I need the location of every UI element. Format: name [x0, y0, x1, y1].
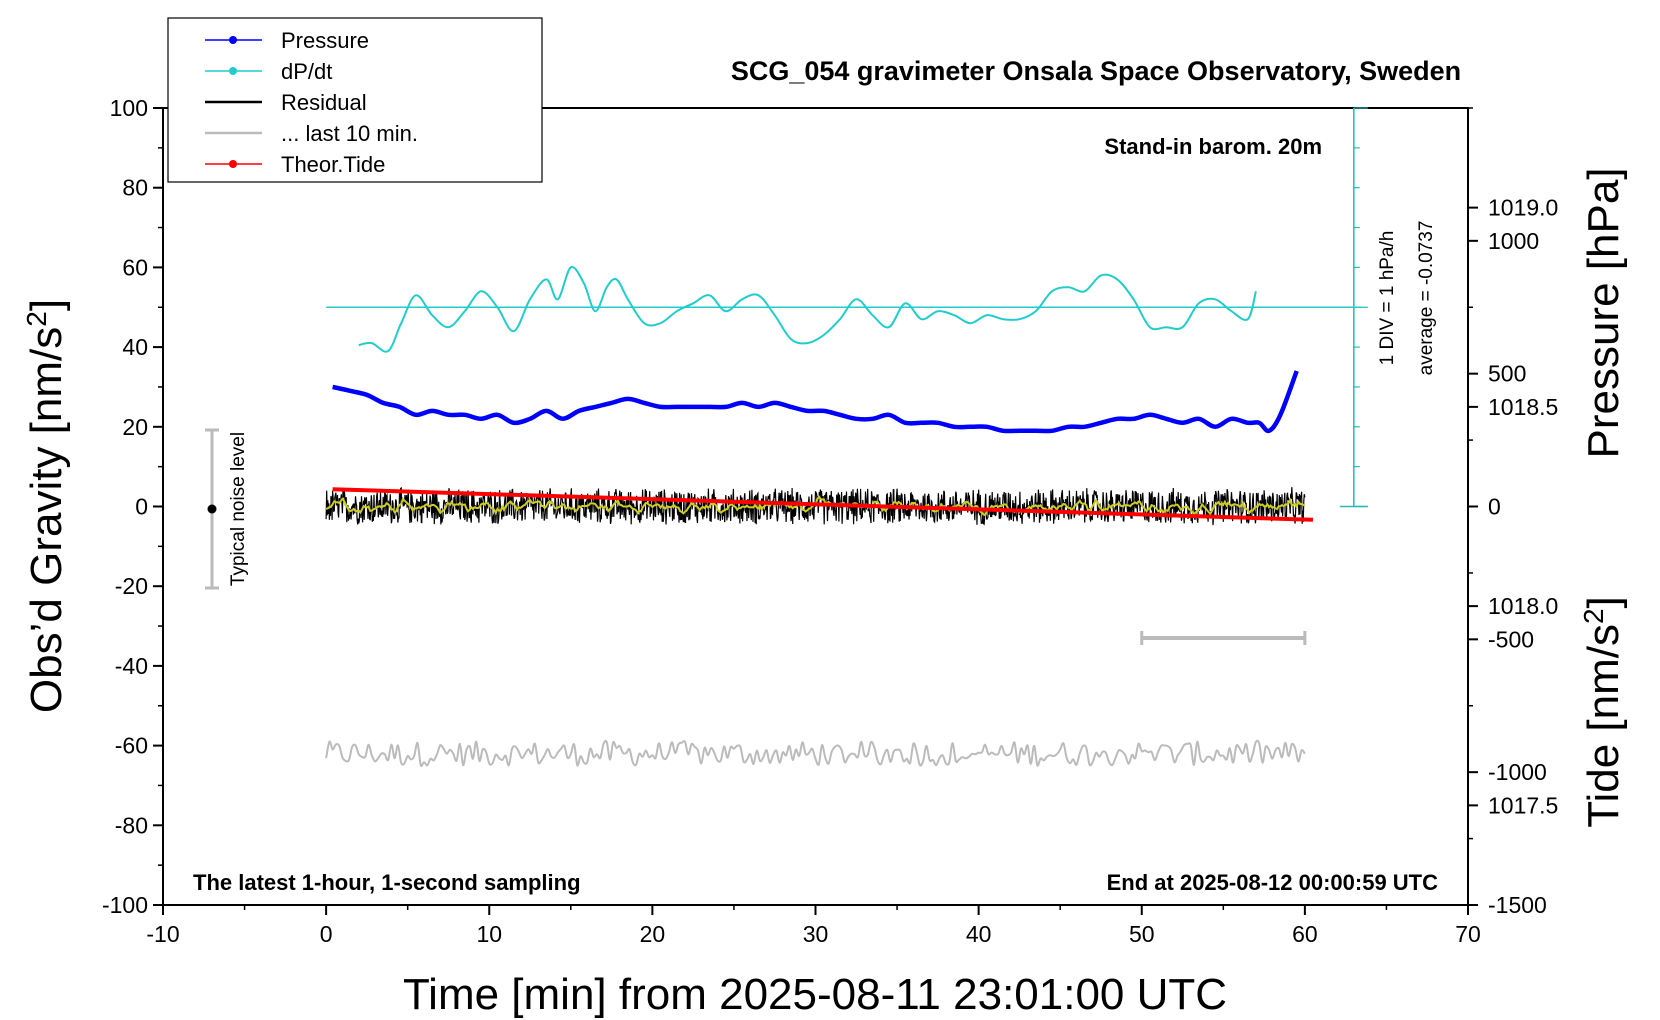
legend-swatch-marker	[229, 160, 237, 168]
legend-box	[167, 17, 543, 183]
x-axis-ticks: -10 0 10 20 30 40 50 60 70	[146, 905, 1481, 947]
y-left-tick-label: 20	[122, 414, 148, 440]
legend-swatch-marker	[229, 36, 237, 44]
y-axis-title-pressure: Pressure [hPa]	[1579, 167, 1628, 458]
y-left-tick-label: -80	[115, 812, 148, 838]
y-axis-tide-ticks: 1000 500 0 -500 -1000 -1500	[1468, 228, 1547, 918]
y-axis-pressure-ticks: 1019.0 1018.5 1018.0 1017.5	[1468, 107, 1558, 818]
y-left-tick-label: 100	[110, 95, 148, 121]
x-tick-label: 20	[640, 921, 666, 947]
series-dpdt	[358, 266, 1257, 353]
div-note: 1 DIV = 1 hPa/h	[1377, 231, 1398, 366]
legend-swatch-marker	[229, 67, 237, 75]
x-tick-label: 70	[1455, 921, 1481, 947]
y-pressure-tick-label: 1018.5	[1488, 394, 1558, 420]
x-tick-label: 10	[476, 921, 502, 947]
average-note: average = -0.0737	[1416, 221, 1437, 376]
y-pressure-tick-label: 1019.0	[1488, 195, 1558, 221]
x-tick-label: 0	[320, 921, 333, 947]
y-tide-tick-label: 0	[1488, 494, 1501, 520]
y-left-tick-label: 80	[122, 175, 148, 201]
y-left-tick-label: -60	[115, 733, 148, 759]
y-tide-tick-label: 500	[1488, 361, 1526, 387]
end-note: End at 2025-08-12 00:00:59 UTC	[1107, 870, 1438, 895]
x-axis-title: Time [min] from 2025-08-11 23:01:00 UTC	[403, 970, 1227, 1019]
chart-title: SCG_054 gravimeter Onsala Space Observat…	[731, 56, 1461, 86]
y-left-tick-label: 40	[122, 334, 148, 360]
series-pressure	[332, 370, 1299, 434]
series-residual	[325, 486, 1306, 526]
y-pressure-tick-label: 1017.5	[1488, 792, 1558, 818]
legend-label: Residual	[281, 90, 367, 115]
barometer-note: Stand-in barom. 20m	[1104, 134, 1322, 159]
noise-bar-dot	[207, 504, 217, 514]
series-theor-tide	[332, 487, 1314, 522]
x-tick-label: 40	[966, 921, 992, 947]
y-axis-title-tide: Tide [nm/s2]	[1578, 596, 1629, 828]
y-left-tick-label: -100	[102, 892, 148, 918]
legend-label: ... last 10 min.	[281, 121, 418, 146]
legend-label: dP/dt	[281, 59, 332, 84]
x-tick-label: -10	[146, 921, 179, 947]
x-tick-label: 50	[1129, 921, 1155, 947]
y-tide-tick-label: -1000	[1488, 759, 1547, 785]
x-tick-label: 60	[1292, 921, 1318, 947]
y-tide-tick-label: -1500	[1488, 892, 1547, 918]
y-axis-title-left: Obs’d Gravity [nm/s2]	[21, 299, 72, 713]
noise-note: Typical noise level	[228, 432, 249, 586]
y-axis-left-ticks: 100 80 60 40 20 0 -20 -40 -60 -80 -100	[102, 95, 163, 918]
y-left-tick-label: -40	[115, 653, 148, 679]
y-left-tick-label: -20	[115, 573, 148, 599]
y-tide-tick-label: -500	[1488, 626, 1534, 652]
legend-label: Theor.Tide	[281, 152, 385, 177]
series-last-10-min	[325, 739, 1306, 767]
latest-note: The latest 1-hour, 1-second sampling	[193, 870, 581, 895]
series-layer	[325, 266, 1362, 767]
noise-level-indicator: Typical noise level	[205, 428, 249, 590]
y-pressure-tick-label: 1018.0	[1488, 593, 1558, 619]
legend: Pressure dP/dt Residual ... last 10 min. The…	[167, 17, 543, 183]
legend-label: Pressure	[281, 28, 369, 53]
x-tick-label: 30	[803, 921, 829, 947]
y-left-tick-label: 0	[135, 494, 148, 520]
y-left-tick-label: 60	[122, 254, 148, 280]
y-tide-tick-label: 1000	[1488, 228, 1539, 254]
